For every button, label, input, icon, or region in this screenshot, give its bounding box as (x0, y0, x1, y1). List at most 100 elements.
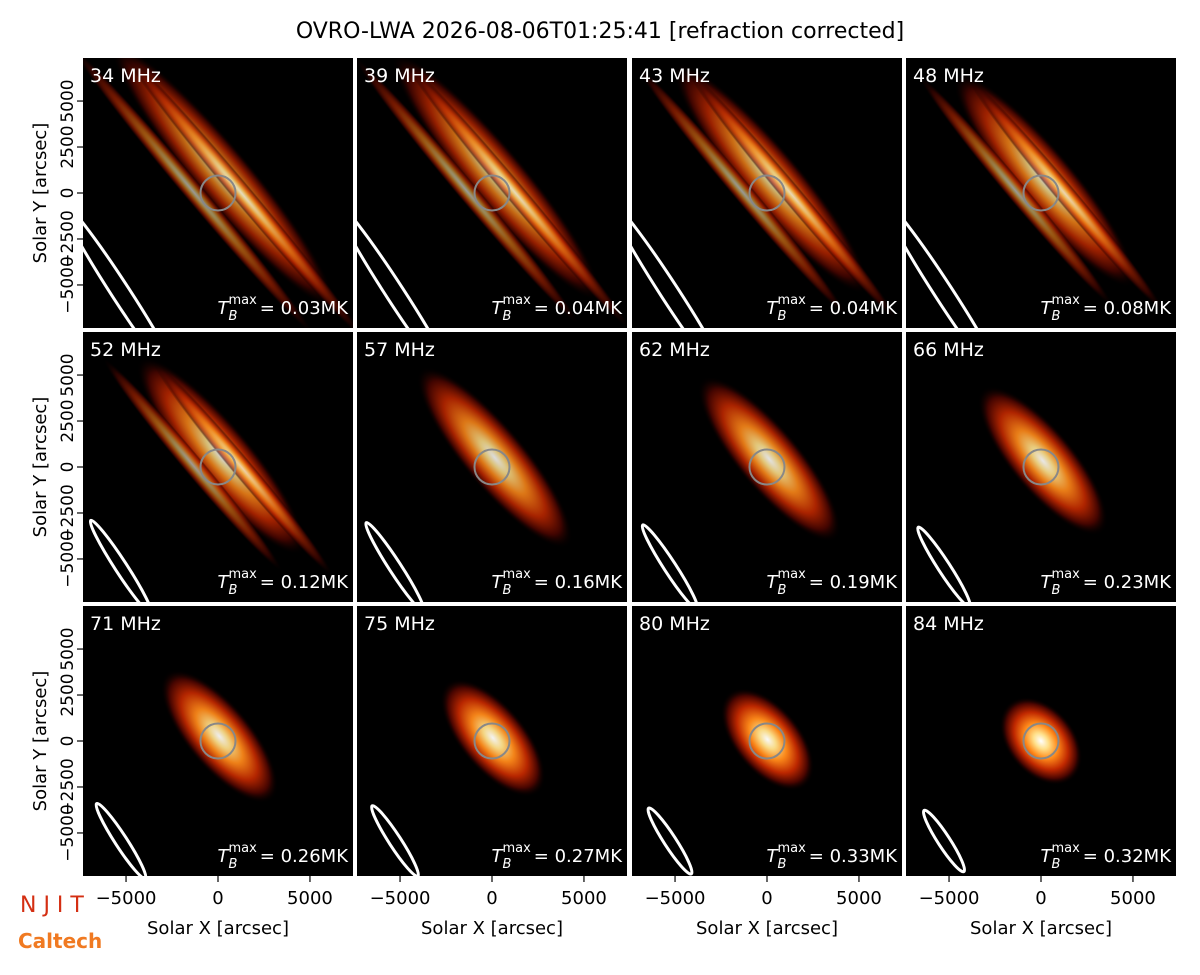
frequency-label: 80 MHz (639, 613, 710, 635)
beam (646, 806, 694, 876)
beam (640, 523, 700, 602)
tmax-sub: B (778, 309, 787, 324)
tmax-sub: B (229, 857, 238, 872)
beam (94, 801, 148, 876)
tmax-sub: B (229, 583, 238, 598)
tmax-value: = 0.33MK (809, 846, 898, 867)
tmax-sup: max (1051, 293, 1080, 308)
x-tick-label: 0 (212, 888, 223, 909)
tmax-value: = 0.04MK (809, 298, 898, 319)
tmax-sub: B (503, 857, 512, 872)
y-tick-label: 2500 (58, 673, 78, 716)
y-tick-label: 5000 (58, 353, 78, 396)
tmax-symbol: T (1041, 846, 1054, 867)
tmax-value: = 0.08MK (1083, 298, 1172, 319)
tmax-annotation: TBmax = 0.08MK (1041, 293, 1173, 324)
x-tick-label: −5000 (645, 888, 706, 909)
tmax-annotation: TBmax = 0.23MK (1041, 567, 1173, 598)
tmax-annotation: TBmax = 0.26MK (218, 841, 350, 872)
panel: 39 MHz TBmax = 0.04MK (357, 58, 627, 328)
tmax-sup: max (502, 841, 531, 856)
tmax-value: = 0.12MK (260, 572, 349, 593)
beam (88, 518, 154, 602)
solar-disk (1022, 722, 1060, 760)
solar-disk (199, 448, 237, 486)
beam (83, 199, 183, 328)
tmax-value: = 0.23MK (1083, 572, 1172, 593)
solar-disk (1022, 448, 1060, 486)
emission (416, 366, 573, 549)
y-tick-label: −2500 (58, 758, 78, 816)
emission-band (357, 58, 580, 325)
beam (916, 525, 972, 602)
emission (440, 678, 546, 797)
solar-disk (1022, 174, 1060, 212)
beam (364, 521, 426, 602)
tmax-sup: max (228, 567, 257, 582)
tmax-symbol: T (767, 572, 780, 593)
tmax-sub: B (1052, 583, 1061, 598)
tmax-sup: max (777, 293, 806, 308)
emission-band (404, 61, 627, 328)
emission-band (153, 362, 334, 576)
x-tick-label: −5000 (919, 888, 980, 909)
panel: 62 MHz TBmax = 0.19MK (632, 332, 902, 602)
logo: Caltech (18, 929, 102, 953)
emission (977, 386, 1108, 536)
emission-band (83, 58, 314, 328)
y-tick-label: 2500 (58, 399, 78, 442)
tmax-symbol: T (492, 298, 505, 319)
emission (720, 688, 815, 791)
emission-band (687, 70, 898, 321)
panel: 84 MHz TBmax = 0.32MK (906, 606, 1176, 876)
tmax-sub: B (1052, 309, 1061, 324)
tmax-sup: max (228, 293, 257, 308)
emission-band (968, 79, 1164, 312)
frequency-label: 84 MHz (913, 613, 984, 635)
y-tick-label: −2500 (58, 210, 78, 268)
tmax-value: = 0.32MK (1083, 846, 1172, 867)
tmax-sup: max (777, 567, 806, 582)
x-tick-label: 0 (1035, 888, 1046, 909)
tmax-symbol: T (218, 846, 231, 867)
panel: 34 MHz TBmax = 0.03MK (83, 58, 353, 328)
logo: N J I T (20, 893, 84, 918)
y-tick-label: 5000 (58, 627, 78, 670)
frequency-label: 71 MHz (90, 613, 161, 635)
frequency-label: 52 MHz (90, 339, 161, 361)
tmax-annotation: TBmax = 0.16MK (492, 567, 624, 598)
tmax-sub: B (229, 309, 238, 324)
emission-band (122, 58, 353, 328)
tmax-annotation: TBmax = 0.04MK (767, 293, 899, 324)
tmax-sup: max (1051, 841, 1080, 856)
tmax-value: = 0.27MK (534, 846, 623, 867)
tmax-annotation: TBmax = 0.33MK (767, 841, 899, 872)
tmax-annotation: TBmax = 0.03MK (218, 293, 350, 324)
y-tick-label: 5000 (58, 79, 78, 122)
panel: 71 MHz TBmax = 0.26MK (83, 606, 353, 876)
y-axis-label: Solar Y [arcsec] (30, 397, 51, 538)
panel: 80 MHz TBmax = 0.33MK (632, 606, 902, 876)
tmax-symbol: T (1041, 572, 1054, 593)
beam (921, 808, 967, 874)
tmax-symbol: T (218, 572, 231, 593)
x-tick-label: 0 (486, 888, 497, 909)
x-tick-label: 0 (761, 888, 772, 909)
tmax-value: = 0.04MK (534, 298, 623, 319)
emission-band (636, 65, 847, 316)
tmax-annotation: TBmax = 0.12MK (218, 567, 350, 598)
panel: 66 MHz TBmax = 0.23MK (906, 332, 1176, 602)
solar-disk (199, 174, 237, 212)
y-tick-label: 0 (58, 736, 78, 747)
y-tick-label: −2500 (58, 484, 78, 542)
tmax-value: = 0.03MK (260, 298, 349, 319)
tmax-sub: B (778, 583, 787, 598)
emission-band (918, 74, 1114, 307)
x-axis-label: Solar X [arcsec] (970, 918, 1112, 939)
tmax-sub: B (778, 857, 787, 872)
solar-disk (473, 174, 511, 212)
x-tick-label: 5000 (1110, 888, 1156, 909)
x-axis-label: Solar X [arcsec] (147, 918, 289, 939)
x-tick-label: 5000 (561, 888, 607, 909)
